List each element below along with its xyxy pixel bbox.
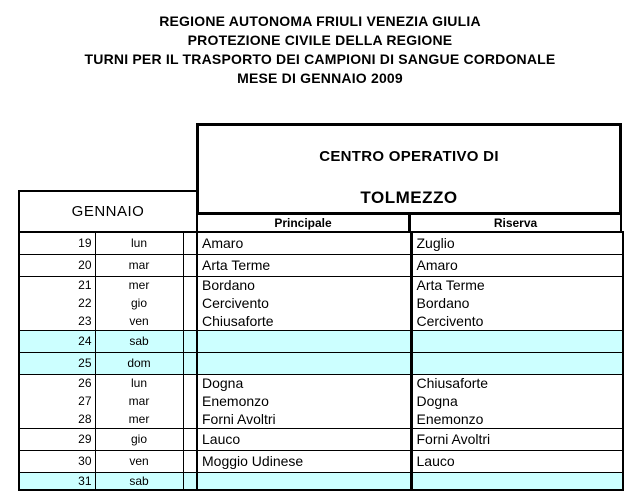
day-name-cell: gio — [95, 294, 184, 312]
day-name-cell: mer — [95, 410, 184, 429]
day-number-cell: 22 — [19, 294, 96, 312]
month-label: GENNAIO — [71, 203, 145, 220]
riserva-cell: Lauco — [411, 450, 623, 473]
column-header-row: Principale Riserva — [196, 215, 622, 232]
day-number-cell: 20 — [19, 254, 96, 277]
table-row-day-25-weekend: 25 dom — [19, 352, 623, 375]
day-number-cell: 29 — [19, 428, 96, 451]
table-row-day-31-weekend: 31 sab — [19, 472, 623, 490]
day-name-cell: dom — [95, 352, 184, 375]
day-name-cell: sab — [95, 472, 184, 490]
spacer-cell — [183, 392, 198, 410]
spacer-cell — [183, 330, 198, 353]
table-row-day-21: 21 mer Bordano Arta Terme — [19, 276, 623, 294]
title-line-2: PROTEZIONE CIVILE DELLA REGIONE — [187, 32, 453, 48]
riserva-cell: Zuglio — [411, 232, 623, 255]
spacer-cell — [183, 374, 198, 392]
riserva-cell: Bordano — [416, 295, 470, 311]
day-number-cell: 28 — [19, 410, 96, 429]
month-header-box: GENNAIO — [18, 190, 196, 231]
principale-cell — [197, 352, 413, 375]
spacer-cell — [183, 428, 198, 451]
day-name-cell: ven — [95, 450, 184, 473]
principale-cell: Bordano — [197, 276, 413, 294]
operations-center-title: CENTRO OPERATIVO DI — [319, 148, 499, 165]
spacer-cell — [183, 254, 198, 277]
day-number-cell: 23 — [19, 312, 96, 331]
riserva-cell: Enemonzo — [411, 410, 623, 429]
principale-cell: Amaro — [197, 232, 413, 255]
day-number-cell: 27 — [19, 392, 96, 410]
operations-center-box: CENTRO OPERATIVO DI TOLMEZZO — [196, 123, 622, 215]
principale-cell: Cercivento — [197, 294, 413, 312]
day-name-cell: gio — [95, 428, 184, 451]
spacer-cell — [183, 472, 198, 490]
day-number-cell: 30 — [19, 450, 96, 473]
table-row-day-19: 19 lun Amaro Zuglio — [19, 232, 623, 255]
day-name-cell: lun — [95, 374, 184, 392]
principale-cell — [197, 330, 413, 353]
riserva-cell: Cercivento — [411, 312, 623, 331]
day-number-cell: 26 — [19, 374, 96, 392]
table-row-day-26: 26 lun Dogna Chiusaforte — [19, 374, 623, 392]
riserva-cell: Dogna — [416, 393, 458, 409]
table-row-day-24-weekend: 24 sab — [19, 330, 623, 353]
spacer-cell — [183, 312, 198, 331]
riserva-cell — [411, 330, 623, 353]
riserva-cell — [411, 352, 623, 375]
riserva-cell — [411, 472, 623, 490]
day-number-cell: 24 — [19, 330, 96, 353]
table-row-day-29: 29 gio Lauco Forni Avoltri — [19, 428, 623, 451]
principale-cell: Dogna — [197, 374, 413, 392]
column-header-principale: Principale — [198, 215, 411, 231]
spacer-cell — [183, 450, 198, 473]
day-name-cell: sab — [95, 330, 184, 353]
riserva-cell: Arta Terme — [416, 277, 485, 294]
riserva-cell: Chiusaforte — [416, 375, 489, 392]
spacer-cell — [183, 294, 198, 312]
riserva-cell: Forni Avoltri — [411, 428, 623, 451]
document-title: REGIONE AUTONOMA FRIULI VENEZIA GIULIA P… — [0, 12, 640, 88]
day-number-cell: 25 — [19, 352, 96, 375]
column-header-riserva: Riserva — [493, 216, 538, 230]
day-number-cell: 31 — [19, 472, 96, 490]
principale-cell: Lauco — [197, 428, 413, 451]
table-row-day-30: 30 ven Moggio Udinese Lauco — [19, 450, 623, 473]
principale-cell: Forni Avoltri — [197, 410, 413, 429]
table-row-day-27: 27 mar Enemonzo Dogna — [19, 392, 623, 410]
principale-cell: Arta Terme — [197, 254, 413, 277]
table-row-day-23: 23 ven Chiusaforte Cercivento — [19, 312, 623, 331]
principale-cell: Chiusaforte — [197, 312, 413, 331]
title-line-4: MESE DI GENNAIO 2009 — [237, 70, 403, 86]
principale-cell: Moggio Udinese — [197, 450, 413, 473]
day-number-cell: 19 — [19, 232, 96, 255]
riserva-cell: Amaro — [411, 254, 623, 277]
title-line-1: REGIONE AUTONOMA FRIULI VENEZIA GIULIA — [159, 13, 481, 29]
day-name-cell: mar — [95, 254, 184, 277]
spacer-cell — [183, 352, 198, 375]
table-row-day-28: 28 mer Forni Avoltri Enemonzo — [19, 410, 623, 429]
principale-cell: Enemonzo — [197, 392, 413, 410]
spacer-cell — [183, 410, 198, 429]
title-line-3: TURNI PER IL TRASPORTO DEI CAMPIONI DI S… — [84, 51, 556, 67]
day-name-cell: mar — [95, 392, 184, 410]
day-number-cell: 21 — [19, 276, 96, 294]
table-row-day-20: 20 mar Arta Terme Amaro — [19, 254, 623, 277]
spacer-cell — [183, 232, 198, 255]
spacer-cell — [183, 276, 198, 294]
operations-center-name: TOLMEZZO — [360, 188, 458, 207]
principale-cell — [197, 472, 413, 490]
table-row-day-22: 22 gio Cercivento Bordano — [19, 294, 623, 312]
schedule-table: 19 lun Amaro Zuglio 20 mar Arta Terme Am… — [18, 231, 624, 491]
day-name-cell: ven — [95, 312, 184, 331]
day-name-cell: mer — [95, 276, 184, 294]
day-name-cell: lun — [95, 232, 184, 255]
